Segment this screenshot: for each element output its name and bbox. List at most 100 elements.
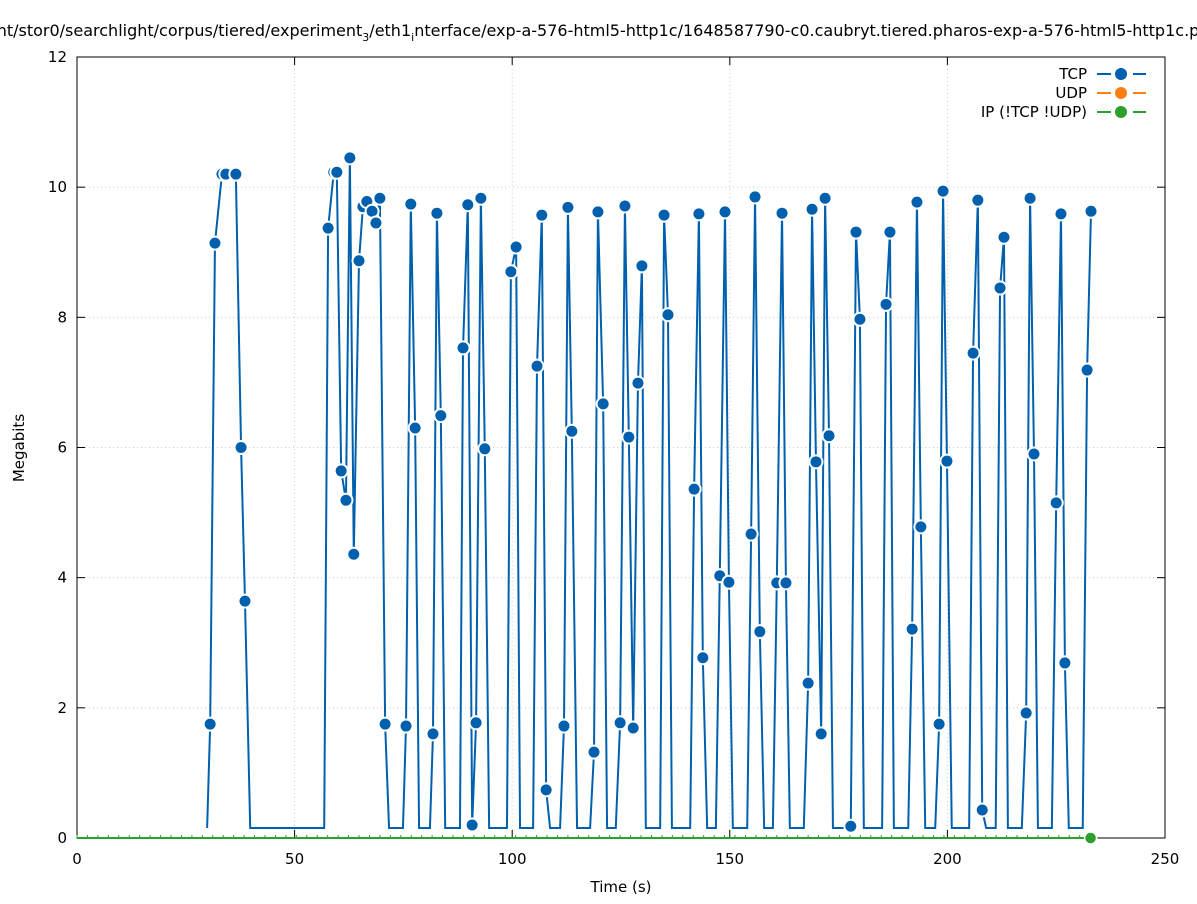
tcp-data-point bbox=[590, 204, 606, 220]
y-axis-label: Megabits bbox=[10, 414, 28, 482]
tcp-data-point bbox=[329, 164, 345, 180]
tcp-data-point bbox=[660, 307, 676, 323]
tcp-data-point bbox=[564, 423, 580, 439]
tcp-data-point bbox=[368, 215, 384, 231]
tcp-data-point bbox=[882, 224, 898, 240]
tcp-data-point bbox=[904, 621, 920, 637]
tcp-data-point bbox=[468, 715, 484, 731]
tcp-data-point bbox=[743, 526, 759, 542]
tcp-data-point bbox=[817, 190, 833, 206]
tcp-series-line bbox=[206, 157, 1093, 829]
tcp-data-point bbox=[455, 340, 471, 356]
tcp-data-point bbox=[612, 715, 628, 731]
tcp-data-point bbox=[878, 296, 894, 312]
tcp-data-point bbox=[233, 440, 249, 455]
y-tick-label: 0 bbox=[57, 829, 67, 847]
tcp-data-point bbox=[538, 782, 554, 798]
tcp-data-point bbox=[691, 206, 707, 222]
tcp-data-point bbox=[935, 183, 951, 199]
tcp-data-point bbox=[595, 396, 611, 412]
tcp-data-point bbox=[939, 453, 955, 469]
tcp-data-point bbox=[503, 264, 519, 280]
tcp-data-point bbox=[342, 150, 358, 166]
tcp-data-point bbox=[346, 546, 362, 562]
x-tick-label: 50 bbox=[285, 850, 304, 868]
tcp-data-point bbox=[852, 311, 868, 327]
tcp-data-point bbox=[207, 235, 223, 251]
tcp-data-point bbox=[913, 519, 929, 535]
tcp-data-point bbox=[992, 280, 1008, 296]
tcp-data-point bbox=[237, 593, 253, 609]
tcp-data-point bbox=[909, 194, 925, 210]
tcp-data-point bbox=[931, 716, 947, 732]
tcp-data-point bbox=[403, 196, 419, 212]
tcp-data-point bbox=[808, 454, 824, 470]
tcp-data-point bbox=[1022, 190, 1038, 206]
tcp-data-point bbox=[333, 463, 349, 479]
tcp-data-point bbox=[338, 492, 354, 508]
y-tick-label: 2 bbox=[57, 699, 67, 717]
tcp-data-point bbox=[464, 817, 480, 833]
tcp-data-point bbox=[460, 197, 476, 213]
x-tick-label: 100 bbox=[498, 850, 527, 868]
tcp-data-point bbox=[774, 205, 790, 221]
tcp-data-point bbox=[429, 205, 445, 221]
x-tick-label: 0 bbox=[72, 850, 82, 868]
tcp-data-point bbox=[398, 718, 414, 734]
legend-marker bbox=[1115, 68, 1127, 80]
tcp-data-point bbox=[586, 744, 602, 760]
tcp-data-point bbox=[804, 201, 820, 217]
x-tick-label: 150 bbox=[715, 850, 744, 868]
tcp-data-point bbox=[843, 818, 859, 834]
tcp-data-point bbox=[747, 189, 763, 205]
y-tick-label: 12 bbox=[48, 48, 67, 66]
tcp-data-point bbox=[821, 428, 837, 444]
tcp-data-point bbox=[717, 204, 733, 220]
tcp-data-point bbox=[800, 675, 816, 691]
tcp-data-point bbox=[433, 408, 449, 424]
y-tick-label: 8 bbox=[57, 308, 67, 326]
series-layer bbox=[76, 150, 1099, 845]
tcp-data-point bbox=[372, 190, 388, 206]
tcp-data-point bbox=[965, 345, 981, 361]
ip-data-point bbox=[1083, 831, 1098, 845]
tcp-data-point bbox=[1026, 446, 1042, 462]
tcp-data-point bbox=[974, 802, 990, 818]
tcp-data-point bbox=[617, 198, 633, 214]
tcp-data-point bbox=[813, 726, 829, 742]
x-axis-label: Time (s) bbox=[590, 878, 652, 896]
tcp-data-point bbox=[996, 229, 1012, 245]
tcp-data-point bbox=[625, 720, 641, 736]
legend-label: IP (!TCP !UDP) bbox=[981, 103, 1087, 121]
tcp-data-point bbox=[529, 358, 545, 374]
tcp-data-point bbox=[534, 207, 550, 223]
tcp-data-point bbox=[425, 726, 441, 742]
tcp-data-point bbox=[377, 716, 393, 732]
x-tick-label: 200 bbox=[933, 850, 962, 868]
tcp-data-point bbox=[477, 441, 493, 457]
tcp-data-point bbox=[202, 716, 218, 732]
tcp-data-point bbox=[228, 166, 244, 182]
tcp-data-point bbox=[1048, 495, 1064, 511]
tcp-data-point bbox=[407, 420, 423, 436]
x-tick-label: 250 bbox=[1151, 850, 1180, 868]
y-tick-label: 4 bbox=[57, 569, 67, 587]
tcp-data-point bbox=[1057, 655, 1073, 671]
tcp-data-point bbox=[778, 575, 794, 591]
tcp-data-point bbox=[351, 253, 367, 269]
tcp-data-point bbox=[695, 650, 711, 666]
tcp-data-point bbox=[320, 220, 336, 236]
tcp-data-point bbox=[848, 224, 864, 240]
y-tick-label: 10 bbox=[48, 178, 67, 196]
tcp-data-point bbox=[473, 190, 489, 206]
legend-marker bbox=[1115, 87, 1127, 99]
tcp-data-point bbox=[556, 718, 572, 734]
tcp-data-point bbox=[721, 574, 737, 590]
tcp-data-point bbox=[630, 375, 646, 391]
chart-title: nt/stor0/searchlight/corpus/tiered/exper… bbox=[0, 21, 1197, 44]
y-tick-label: 6 bbox=[57, 439, 67, 457]
tcp-data-point bbox=[621, 429, 637, 445]
tcp-data-point bbox=[634, 258, 650, 274]
